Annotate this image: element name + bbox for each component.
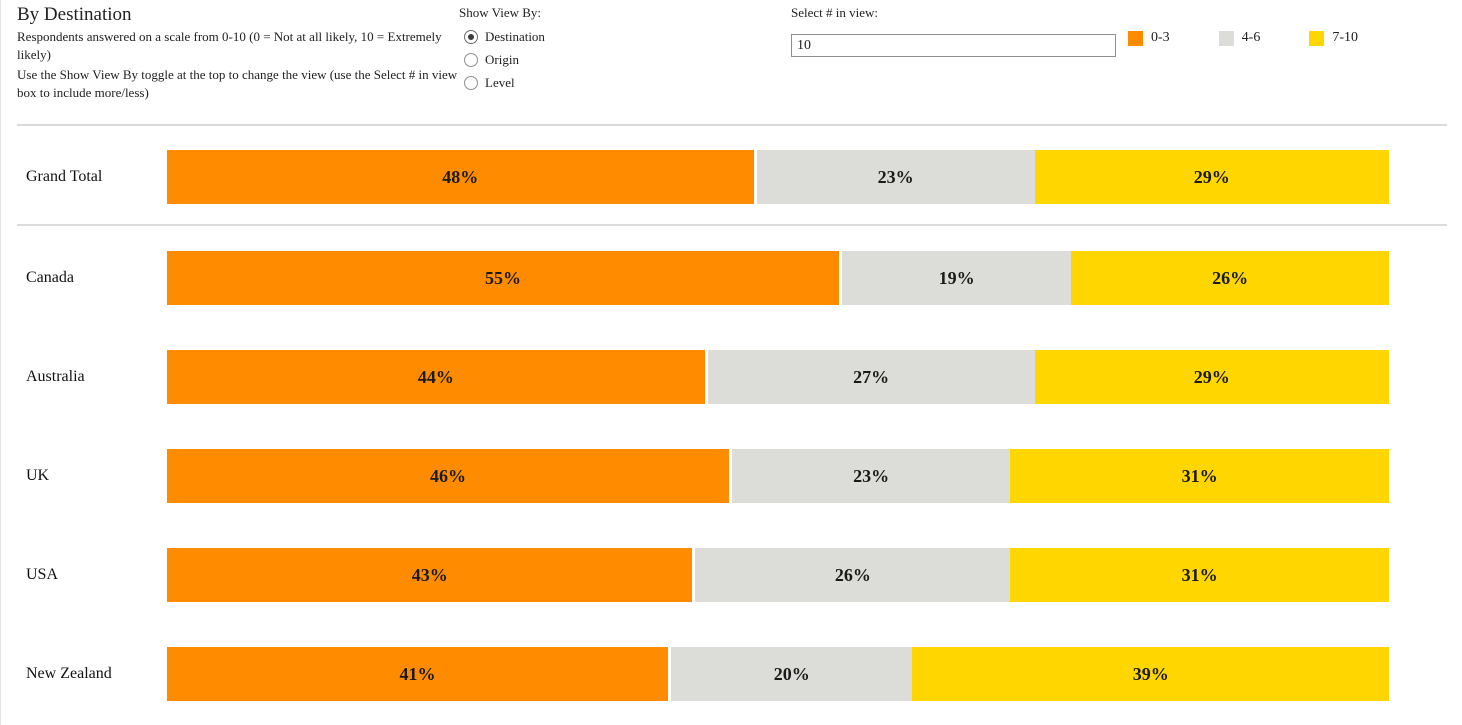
chart-row: UK 46% 23% 31% [1, 449, 1462, 503]
select-in-view-group: Select # in view: [791, 5, 1116, 57]
category-label: UK [26, 467, 50, 484]
radio-destination-label: Destination [485, 29, 545, 44]
bar-segment-0-3[interactable]: 44% [167, 350, 705, 404]
legend-item-0-3[interactable]: 0-3 [1128, 30, 1170, 46]
subtitle-line-1: Respondents answered on a scale from 0-1… [17, 28, 442, 62]
legend-item-4-6[interactable]: 4-6 [1218, 30, 1261, 46]
radio-option-origin[interactable]: Origin [464, 52, 545, 68]
category-label: New Zealand [26, 665, 112, 682]
stacked-bar: 44% 27% 29% [167, 350, 1389, 404]
radio-origin-input[interactable] [464, 53, 478, 67]
category-label: Grand Total [26, 168, 103, 185]
category-label: Canada [26, 269, 74, 286]
radio-destination-input[interactable] [464, 30, 478, 44]
stacked-bar: 48% 23% 29% [167, 150, 1389, 204]
radio-option-level[interactable]: Level [464, 75, 545, 91]
chart-row: New Zealand 41% 20% 39% [1, 647, 1462, 701]
bar-segment-0-3[interactable]: 41% [167, 647, 669, 701]
bar-segment-4-6[interactable]: 23% [753, 150, 1035, 204]
bar-segment-4-6[interactable]: 23% [729, 449, 1011, 503]
bar-segment-0-3[interactable]: 43% [167, 548, 693, 602]
bar-segment-7-10[interactable]: 29% [1034, 350, 1389, 404]
legend-swatch-0-3 [1128, 30, 1143, 46]
category-label: USA [26, 566, 59, 583]
bar-segment-7-10[interactable]: 29% [1034, 150, 1389, 204]
bar-segment-0-3[interactable]: 55% [167, 251, 840, 305]
show-view-by-group: Show View By: Destination Origin Level [459, 5, 545, 98]
bar-segment-4-6[interactable]: 27% [704, 350, 1035, 404]
select-in-view-label: Select # in view: [791, 5, 879, 20]
legend-label-7-10: 7-10 [1332, 30, 1359, 45]
radio-origin-label: Origin [485, 52, 519, 67]
stacked-bar: 55% 19% 26% [167, 251, 1389, 305]
radio-level-label: Level [485, 75, 515, 90]
bar-segment-4-6[interactable]: 19% [839, 251, 1072, 305]
subtitle-line-2: Use the Show View By toggle at the top t… [17, 66, 458, 100]
bar-segment-7-10[interactable]: 31% [1010, 548, 1389, 602]
select-in-view-input[interactable] [791, 34, 1116, 57]
bar-segment-0-3[interactable]: 48% [167, 150, 754, 204]
category-label: Australia [26, 368, 85, 385]
legend-item-7-10[interactable]: 7-10 [1309, 30, 1358, 46]
chart-row: USA 43% 26% 31% [1, 548, 1462, 602]
radio-level-input[interactable] [464, 76, 478, 90]
legend-swatch-7-10 [1309, 30, 1325, 46]
page-title: By Destination [17, 4, 132, 25]
bar-segment-0-3[interactable]: 46% [167, 449, 730, 503]
legend-label-0-3: 0-3 [1151, 30, 1170, 45]
stacked-bar-chart: Grand Total 48% 23% 29% Canada 55% 19% 26% Austr… [1, 150, 1462, 701]
radio-option-destination[interactable]: Destination [464, 29, 545, 45]
bar-segment-7-10[interactable]: 39% [912, 647, 1389, 701]
bar-segment-7-10[interactable]: 31% [1010, 449, 1389, 503]
chart-row: Grand Total 48% 23% 29% [1, 150, 1462, 204]
grand-total-divider [17, 224, 1447, 226]
show-view-by-label: Show View By: [459, 5, 542, 20]
stacked-bar: 41% 20% 39% [167, 647, 1389, 701]
legend: 0-3 4-6 7-10 [1128, 30, 1407, 46]
stacked-bar: 43% 26% 31% [167, 548, 1389, 602]
legend-label-4-6: 4-6 [1241, 30, 1261, 45]
title-block: By Destination Respondents answered on a… [17, 4, 465, 102]
chart-row: Australia 44% 27% 29% [1, 350, 1462, 404]
stacked-bar: 46% 23% 31% [167, 449, 1389, 503]
bar-segment-7-10[interactable]: 26% [1071, 251, 1389, 305]
bar-segment-4-6[interactable]: 26% [692, 548, 1011, 602]
bar-segment-4-6[interactable]: 20% [668, 647, 913, 701]
header: By Destination Respondents answered on a… [1, 0, 1462, 124]
legend-swatch-4-6 [1218, 30, 1234, 46]
chart-row: Canada 55% 19% 26% [1, 251, 1462, 305]
header-divider [17, 124, 1447, 126]
